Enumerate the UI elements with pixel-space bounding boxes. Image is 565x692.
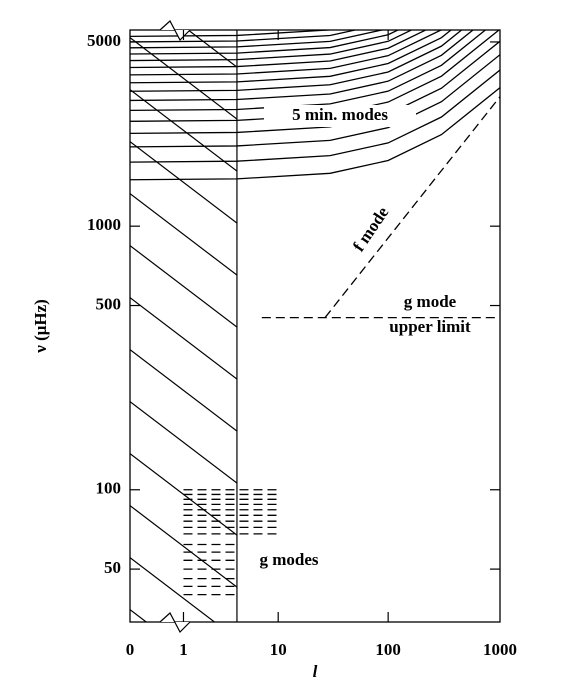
ridge-line [130,69,500,163]
ridge-line [130,30,428,69]
hatch-line [130,348,237,432]
annotations: 5 min. modes f mode g mode upper limit g mod… [259,105,471,569]
ridge-line [130,30,413,62]
y-axis-label: ν (μHz) [31,299,50,354]
y-tick-label: 500 [96,294,122,313]
hatch [120,0,330,692]
ridge-line [130,30,359,43]
frame [129,29,501,623]
hatch-line [130,452,237,536]
hatch-line [130,296,237,380]
annotation: g mode [404,292,457,311]
hatch-line [130,556,216,622]
hatch-line [187,30,237,68]
dashed-line [324,96,500,318]
plot-area [130,30,500,622]
x-tick-label: 100 [375,640,401,659]
hatch-line [120,654,330,692]
annotation: upper limit [389,317,471,336]
hatch-line [130,504,237,588]
y-tick-label: 50 [104,558,121,577]
x-tick-label: 1 [179,640,188,659]
ridge-line [130,30,475,102]
ridge-line [130,87,500,181]
hatch-line [130,192,237,276]
axis-break [159,20,191,42]
hatch-line [120,0,330,34]
y-tick-label: 5000 [87,31,121,50]
x-tick-label: 10 [270,640,287,659]
axis-break [159,612,191,634]
annotation: 5 min. modes [292,105,388,124]
hatch-line [130,140,237,224]
ridge-line [130,30,463,92]
annotation: f mode [349,203,393,255]
ridge-line [130,30,400,55]
y-tick-label: 100 [96,479,122,498]
ridge-line [130,30,443,76]
annotation: g modes [259,550,318,569]
ridge-line [130,54,500,148]
ridge-line [130,30,333,38]
hatch-line [130,400,237,484]
ridge-line [130,30,385,49]
hatch-line [130,608,148,622]
y-tick-label: 1000 [87,215,121,234]
label-background [264,105,416,127]
hatch-line [130,244,237,328]
ridge-line [130,30,487,112]
hatch-line [130,88,237,172]
x-axis-label: l [313,662,318,681]
x-tick-label: 1000 [483,640,517,659]
x-tick-label: 0 [126,640,135,659]
ridge-line [130,30,453,84]
